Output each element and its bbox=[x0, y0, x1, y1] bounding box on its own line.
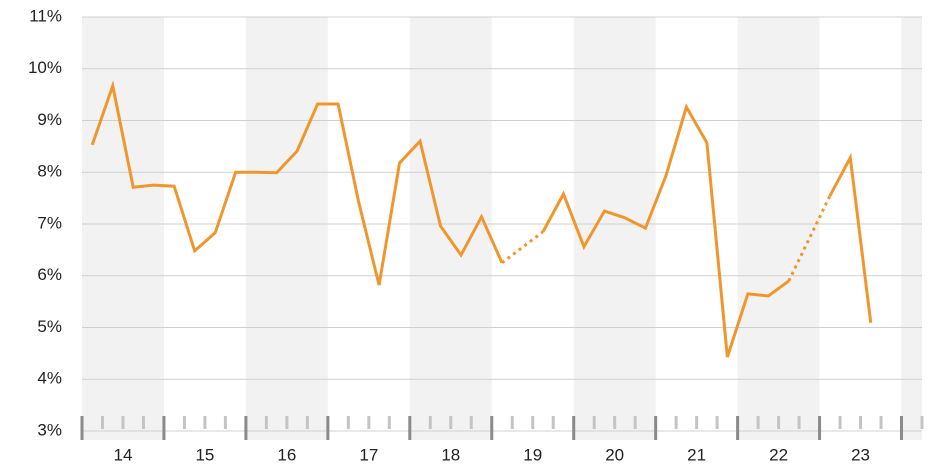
line-series bbox=[541, 103, 790, 358]
year-band bbox=[901, 17, 922, 440]
line-series bbox=[828, 152, 873, 324]
x-tick-label: 17 bbox=[359, 445, 378, 464]
y-tick-label: 11% bbox=[29, 6, 62, 25]
y-tick-label: 7% bbox=[37, 213, 62, 232]
x-tick-label: 22 bbox=[769, 445, 788, 464]
x-tick-label: 23 bbox=[851, 445, 870, 464]
gap-bridge bbox=[787, 195, 832, 282]
x-tick-label: 19 bbox=[523, 445, 542, 464]
y-tick-label: 3% bbox=[37, 420, 62, 439]
x-tick-label: 18 bbox=[441, 445, 460, 464]
y-tick-label: 10% bbox=[28, 58, 62, 77]
gap-bridge bbox=[501, 230, 544, 265]
x-tick-label: 15 bbox=[195, 445, 214, 464]
y-tick-label: 4% bbox=[37, 369, 62, 388]
year-band bbox=[245, 17, 328, 440]
y-tick-label: 5% bbox=[37, 317, 62, 336]
bands bbox=[82, 17, 922, 440]
x-tick-label: 20 bbox=[605, 445, 624, 464]
year-band bbox=[737, 17, 820, 440]
y-tick-label: 9% bbox=[37, 110, 62, 129]
year-band bbox=[409, 17, 492, 440]
y-tick-label: 6% bbox=[37, 265, 62, 284]
y-tick-label: 8% bbox=[37, 162, 62, 181]
year-band bbox=[573, 17, 656, 440]
x-tick-label: 21 bbox=[687, 445, 706, 464]
x-tick-label: 14 bbox=[114, 445, 133, 464]
year-band bbox=[82, 17, 164, 440]
line-series bbox=[90, 80, 504, 286]
x-tick-label: 16 bbox=[277, 445, 296, 464]
